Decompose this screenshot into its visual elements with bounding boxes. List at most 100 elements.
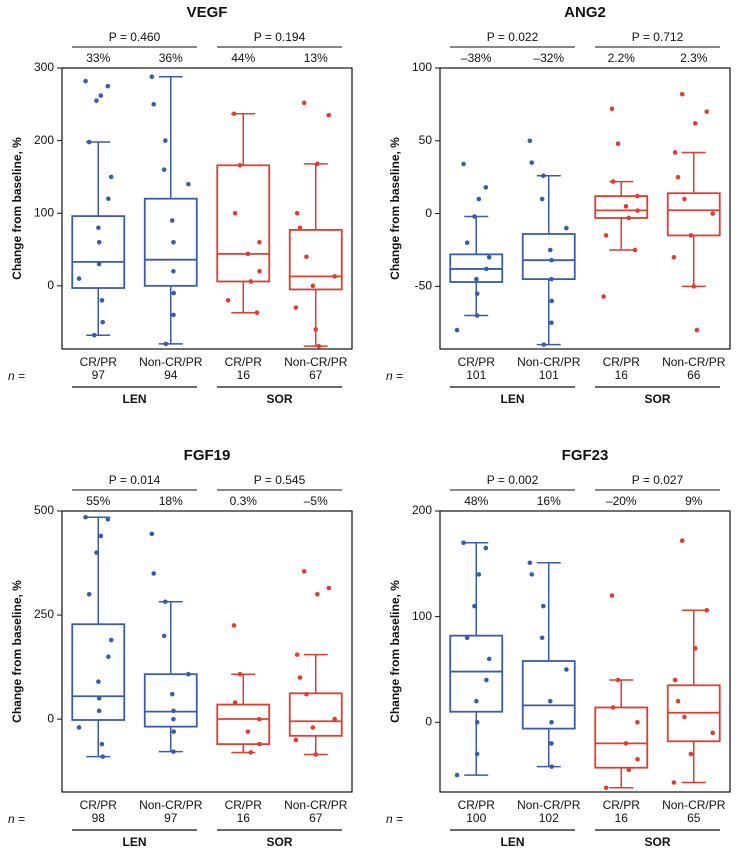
data-point [474,313,480,318]
data-point [171,729,177,734]
median-label: 36% [159,51,183,65]
data-point [225,298,231,303]
data-point [609,106,615,112]
box [216,703,271,746]
median-label: 9% [685,494,703,508]
group-label: SOR [644,392,670,406]
n-value: 101 [466,368,486,382]
data-point [171,239,176,245]
n-value: 67 [309,368,323,382]
data-point [171,269,176,274]
data-point [623,204,629,209]
box [216,164,271,283]
data-point [682,196,687,202]
y-tick-label: 0 [425,714,432,728]
data-point [313,327,319,332]
data-point [161,167,167,172]
data-point [626,767,632,773]
data-point [169,218,175,223]
data-point [675,698,681,704]
data-point [454,327,460,333]
y-tick-label: 100 [412,60,432,74]
chart-title: FGF19 [184,447,231,464]
chart-title: ANG2 [564,4,606,21]
n-value: 67 [309,811,323,825]
data-point [461,540,466,545]
box [521,660,576,730]
data-point [635,193,640,199]
data-point [332,716,338,722]
data-point [304,691,309,697]
data-point [483,545,489,551]
data-point [76,276,82,281]
y-tick-label: 0 [47,278,54,292]
n-value: 94 [164,368,178,382]
group-label: LEN [501,392,525,406]
box [666,192,721,237]
data-point [161,633,167,639]
p-value: P = 0.194 [254,30,306,44]
data-point [293,305,299,310]
y-tick-label: -50 [415,279,433,293]
y-axis-label: Change from baseline, % [10,580,24,723]
median-label: 48% [464,494,488,508]
data-point [96,225,101,231]
data-point [83,514,88,520]
box [449,634,504,713]
data-point [232,700,238,705]
p-value: P = 0.460 [109,30,161,44]
data-point [626,215,632,221]
data-point [301,100,307,106]
data-point [293,737,299,743]
plot-frame [61,510,353,793]
box [143,673,198,728]
n-label: n = [386,812,403,826]
data-point [245,251,251,257]
data-point [297,675,303,680]
group-label: SOR [266,392,292,406]
n-label: n = [386,369,403,383]
data-point [527,138,533,144]
data-point [688,233,694,238]
n-value: 16 [615,368,629,382]
data-point [171,708,176,714]
n-value: 102 [539,811,559,825]
data-point [171,290,177,296]
data-point [94,98,99,103]
data-point [248,750,254,755]
data-point [486,254,492,260]
data-point [163,138,168,143]
data-point [294,210,300,216]
data-point [694,327,700,333]
data-point [326,585,332,591]
data-point [171,312,176,318]
data-point [539,635,545,641]
data-point [231,111,237,117]
box [71,215,126,289]
data-point [98,533,104,539]
chart-title: FGF23 [562,447,609,464]
x-tick-label: CR/PR [603,798,641,812]
x-tick-label: CR/PR [80,798,118,812]
data-point [484,266,489,272]
data-point [529,160,535,165]
data-point [171,749,176,754]
x-tick-label: CR/PR [458,355,496,369]
median-label: –32% [533,51,564,65]
data-point [541,342,547,347]
y-tick-label: 200 [34,133,54,147]
data-point [257,716,262,722]
median-label: 44% [231,51,255,65]
data-point [108,174,114,180]
box [288,229,343,291]
data-point [704,608,710,613]
data-point [464,240,470,246]
chart-title: VEGF [187,4,228,21]
data-point [316,343,322,349]
data-point [163,599,168,605]
data-point [151,571,157,576]
data-point [86,591,92,597]
plot-frame [439,67,731,350]
x-tick-label: CR/PR [603,355,641,369]
